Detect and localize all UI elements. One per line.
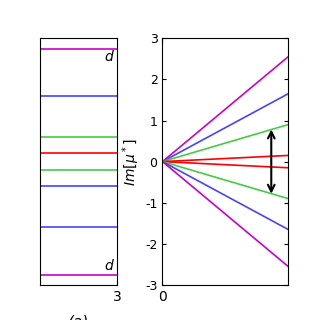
Text: d: d [104,259,113,273]
Text: d: d [104,50,113,64]
Y-axis label: $Im[\mu^*]$: $Im[\mu^*]$ [121,138,142,186]
Text: (a): (a) [68,314,89,320]
